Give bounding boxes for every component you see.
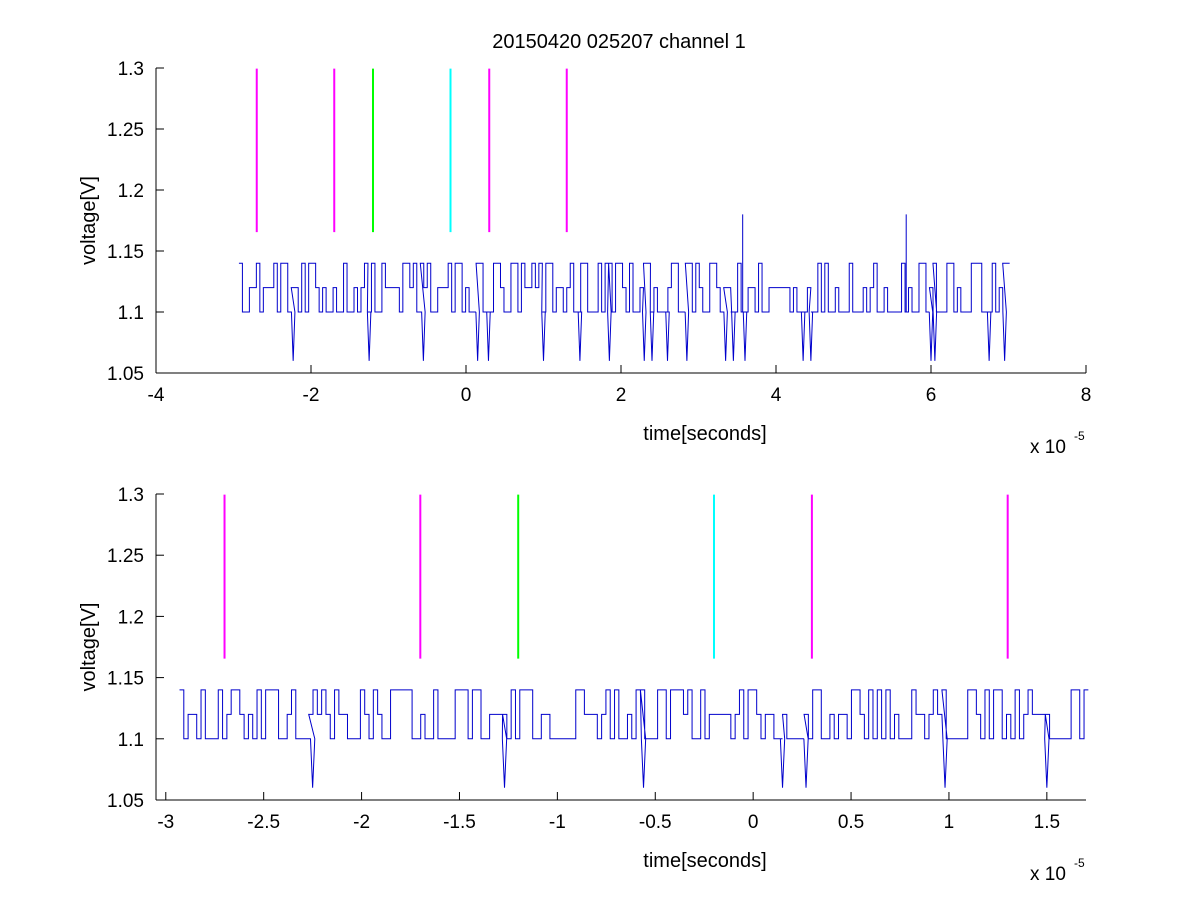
x-tick-label: 1 [944,812,955,833]
y-tick-label: 1.15 [107,242,144,263]
y-tick-label: 1.2 [118,181,144,202]
y-tick-label: 1.25 [107,120,144,141]
y-tick-label: 1.15 [107,669,144,690]
signal-trace [179,689,1089,788]
x-axis-label: time[seconds] [643,423,766,445]
y-axis-label: voltage[V] [78,603,100,692]
y-tick-label: 1.2 [118,607,144,628]
plot-top: -4 -2 0 2 4 6 8 1.05 1.1 1.15 1.2 1.25 1.3 time[secon… [78,59,1091,458]
x-tick-label: 6 [926,385,937,406]
x-scale-exponent: -5 [1074,429,1085,443]
x-tick-label: -0.5 [639,812,672,833]
signal-trace [238,214,1010,361]
x-tick-label: 0 [748,812,759,833]
chart-title: 20150420 025207 channel 1 [492,31,746,53]
x-tick-label: 0.5 [838,812,864,833]
x-scale-exponent: -5 [1074,856,1085,870]
y-tick-label: 1.3 [118,59,144,80]
x-tick-label: 4 [771,385,782,406]
y-tick-label: 1.05 [107,791,144,812]
y-tick-label: 1.25 [107,546,144,567]
x-tick-label: 2 [616,385,627,406]
x-tick-label: 0 [461,385,472,406]
y-tick-label: 1.05 [107,364,144,385]
x-tick-label: -2.5 [247,812,280,833]
x-tick-label: -2 [303,385,320,406]
y-tick-label: 1.1 [118,303,144,324]
x-scale-label: x 10 [1030,437,1066,458]
x-tick-label: -4 [148,385,165,406]
x-tick-label: 1.5 [1034,812,1060,833]
x-tick-label: -3 [157,812,174,833]
y-axis-label: voltage[V] [78,176,100,265]
y-tick-label: 1.3 [118,485,144,506]
x-tick-label: -1 [549,812,566,833]
x-tick-label: 8 [1081,385,1092,406]
x-tick-label: -1.5 [443,812,476,833]
x-scale-label: x 10 [1030,864,1066,885]
y-tick-label: 1.1 [118,730,144,751]
plot-bottom: -3 -2.5 -2 -1.5 -1 -0.5 0 0.5 1 1.5 1.05 1.1 1.15 1.2… [78,485,1089,885]
x-tick-label: -2 [353,812,370,833]
x-axis-label: time[seconds] [643,850,766,872]
